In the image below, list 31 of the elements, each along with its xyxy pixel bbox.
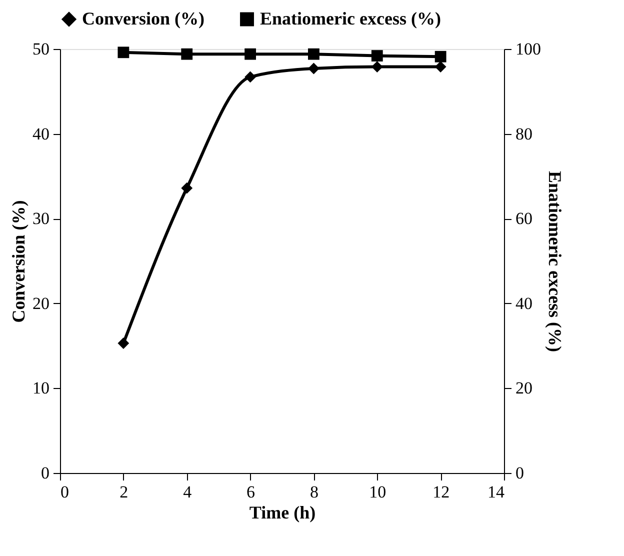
x-tick-label: 10 [369,482,386,502]
y-tick-label: 20 [32,294,50,313]
y2-axis-title: Enatiomeric excess (%) [545,171,565,352]
point [308,62,320,74]
y-axis-title: Conversion (%) [8,200,28,323]
point [371,61,383,73]
y2-tick-label: 20 [516,378,532,398]
x-tick-label: 14 [488,482,505,502]
y2-tick-label: 40 [516,294,532,313]
x-tick-label: 4 [183,482,192,502]
x-tick-label: 8 [310,482,318,502]
x-tick-label: 0 [60,482,69,502]
x-axis-title: Time (h) [249,502,316,522]
point [244,71,256,83]
point [434,61,446,73]
y-tick-label: 10 [32,378,50,398]
point [118,338,130,349]
x-tick-label: 2 [120,482,128,502]
y2-tick-label: 100 [516,40,541,58]
y-tick-label: 50 [32,40,50,58]
y2-tick-label: 0 [516,464,524,482]
y-tick-label: 30 [32,209,50,228]
x-tick-label: 6 [246,482,256,502]
point [181,182,193,194]
legend-label: Conversion (%) [82,8,204,28]
y-tick-label: 0 [41,464,50,482]
y-tick-label: 40 [32,124,50,144]
x-tick-label: 12 [432,482,450,502]
y2-tick-label: 80 [516,124,532,144]
legend-label: Enatiomeric excess (%) [260,8,441,28]
y2-tick-label: 60 [516,209,532,228]
